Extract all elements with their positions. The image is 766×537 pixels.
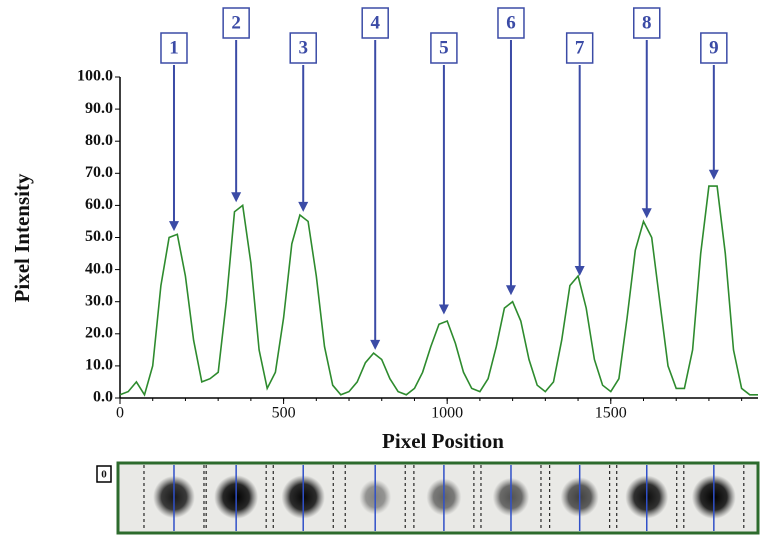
annotation-label: 4 bbox=[370, 12, 380, 33]
arrow-head bbox=[370, 339, 381, 350]
x-axis-title: Pixel Position bbox=[382, 429, 504, 453]
y-tick-label: 10.0 bbox=[85, 357, 113, 374]
arrow-head bbox=[168, 221, 179, 232]
annotation-box bbox=[565, 32, 594, 64]
y-tick-label: 20.0 bbox=[85, 324, 113, 341]
x-tick-label: 1500 bbox=[595, 405, 627, 422]
arrow-head bbox=[574, 266, 585, 277]
arrow-head bbox=[298, 201, 309, 212]
annotation-box bbox=[222, 7, 250, 39]
y-tick-label: 50.0 bbox=[85, 228, 113, 245]
annotation-box bbox=[289, 32, 317, 64]
gel-strip: 0 bbox=[96, 461, 760, 535]
annotation-box bbox=[700, 32, 728, 64]
gel-label-box bbox=[96, 465, 112, 483]
annotation-label: 6 bbox=[506, 12, 516, 33]
y-tick-label: 60.0 bbox=[85, 196, 113, 213]
arrow-head bbox=[231, 192, 242, 203]
y-tick-label: 30.0 bbox=[85, 292, 113, 309]
arrow-head bbox=[641, 208, 652, 219]
arrow-head bbox=[708, 169, 719, 180]
annotation-box bbox=[497, 7, 525, 39]
annotation-box bbox=[361, 7, 389, 39]
x-tick-label: 0 bbox=[116, 405, 124, 422]
annotation-label: 5 bbox=[439, 37, 449, 58]
annotation-label: 2 bbox=[231, 12, 241, 33]
annotation-label: 1 bbox=[169, 37, 179, 58]
x-tick-label: 1000 bbox=[431, 405, 463, 422]
y-tick-label: 70.0 bbox=[85, 164, 113, 181]
arrow-head bbox=[505, 285, 516, 296]
annotation-label: 3 bbox=[298, 37, 308, 58]
y-tick-label: 40.0 bbox=[85, 260, 113, 277]
annotation-box bbox=[160, 32, 188, 64]
annotation-label: 7 bbox=[575, 37, 585, 58]
y-tick-label: 80.0 bbox=[85, 132, 113, 149]
annotation-label: 9 bbox=[709, 37, 719, 58]
annotation-label: 8 bbox=[642, 12, 652, 33]
arrow-head bbox=[438, 304, 449, 315]
x-tick-label: 500 bbox=[272, 405, 296, 422]
annotation-box bbox=[633, 7, 661, 39]
y-tick-label: 0.0 bbox=[93, 389, 113, 406]
gel-label: 0 bbox=[101, 469, 107, 481]
intensity-line bbox=[119, 185, 758, 397]
y-axis-title: Pixel Intensity bbox=[10, 173, 34, 302]
y-tick-label: 100.0 bbox=[77, 68, 113, 85]
y-tick-label: 90.0 bbox=[85, 100, 113, 117]
annotation-box bbox=[430, 32, 458, 64]
